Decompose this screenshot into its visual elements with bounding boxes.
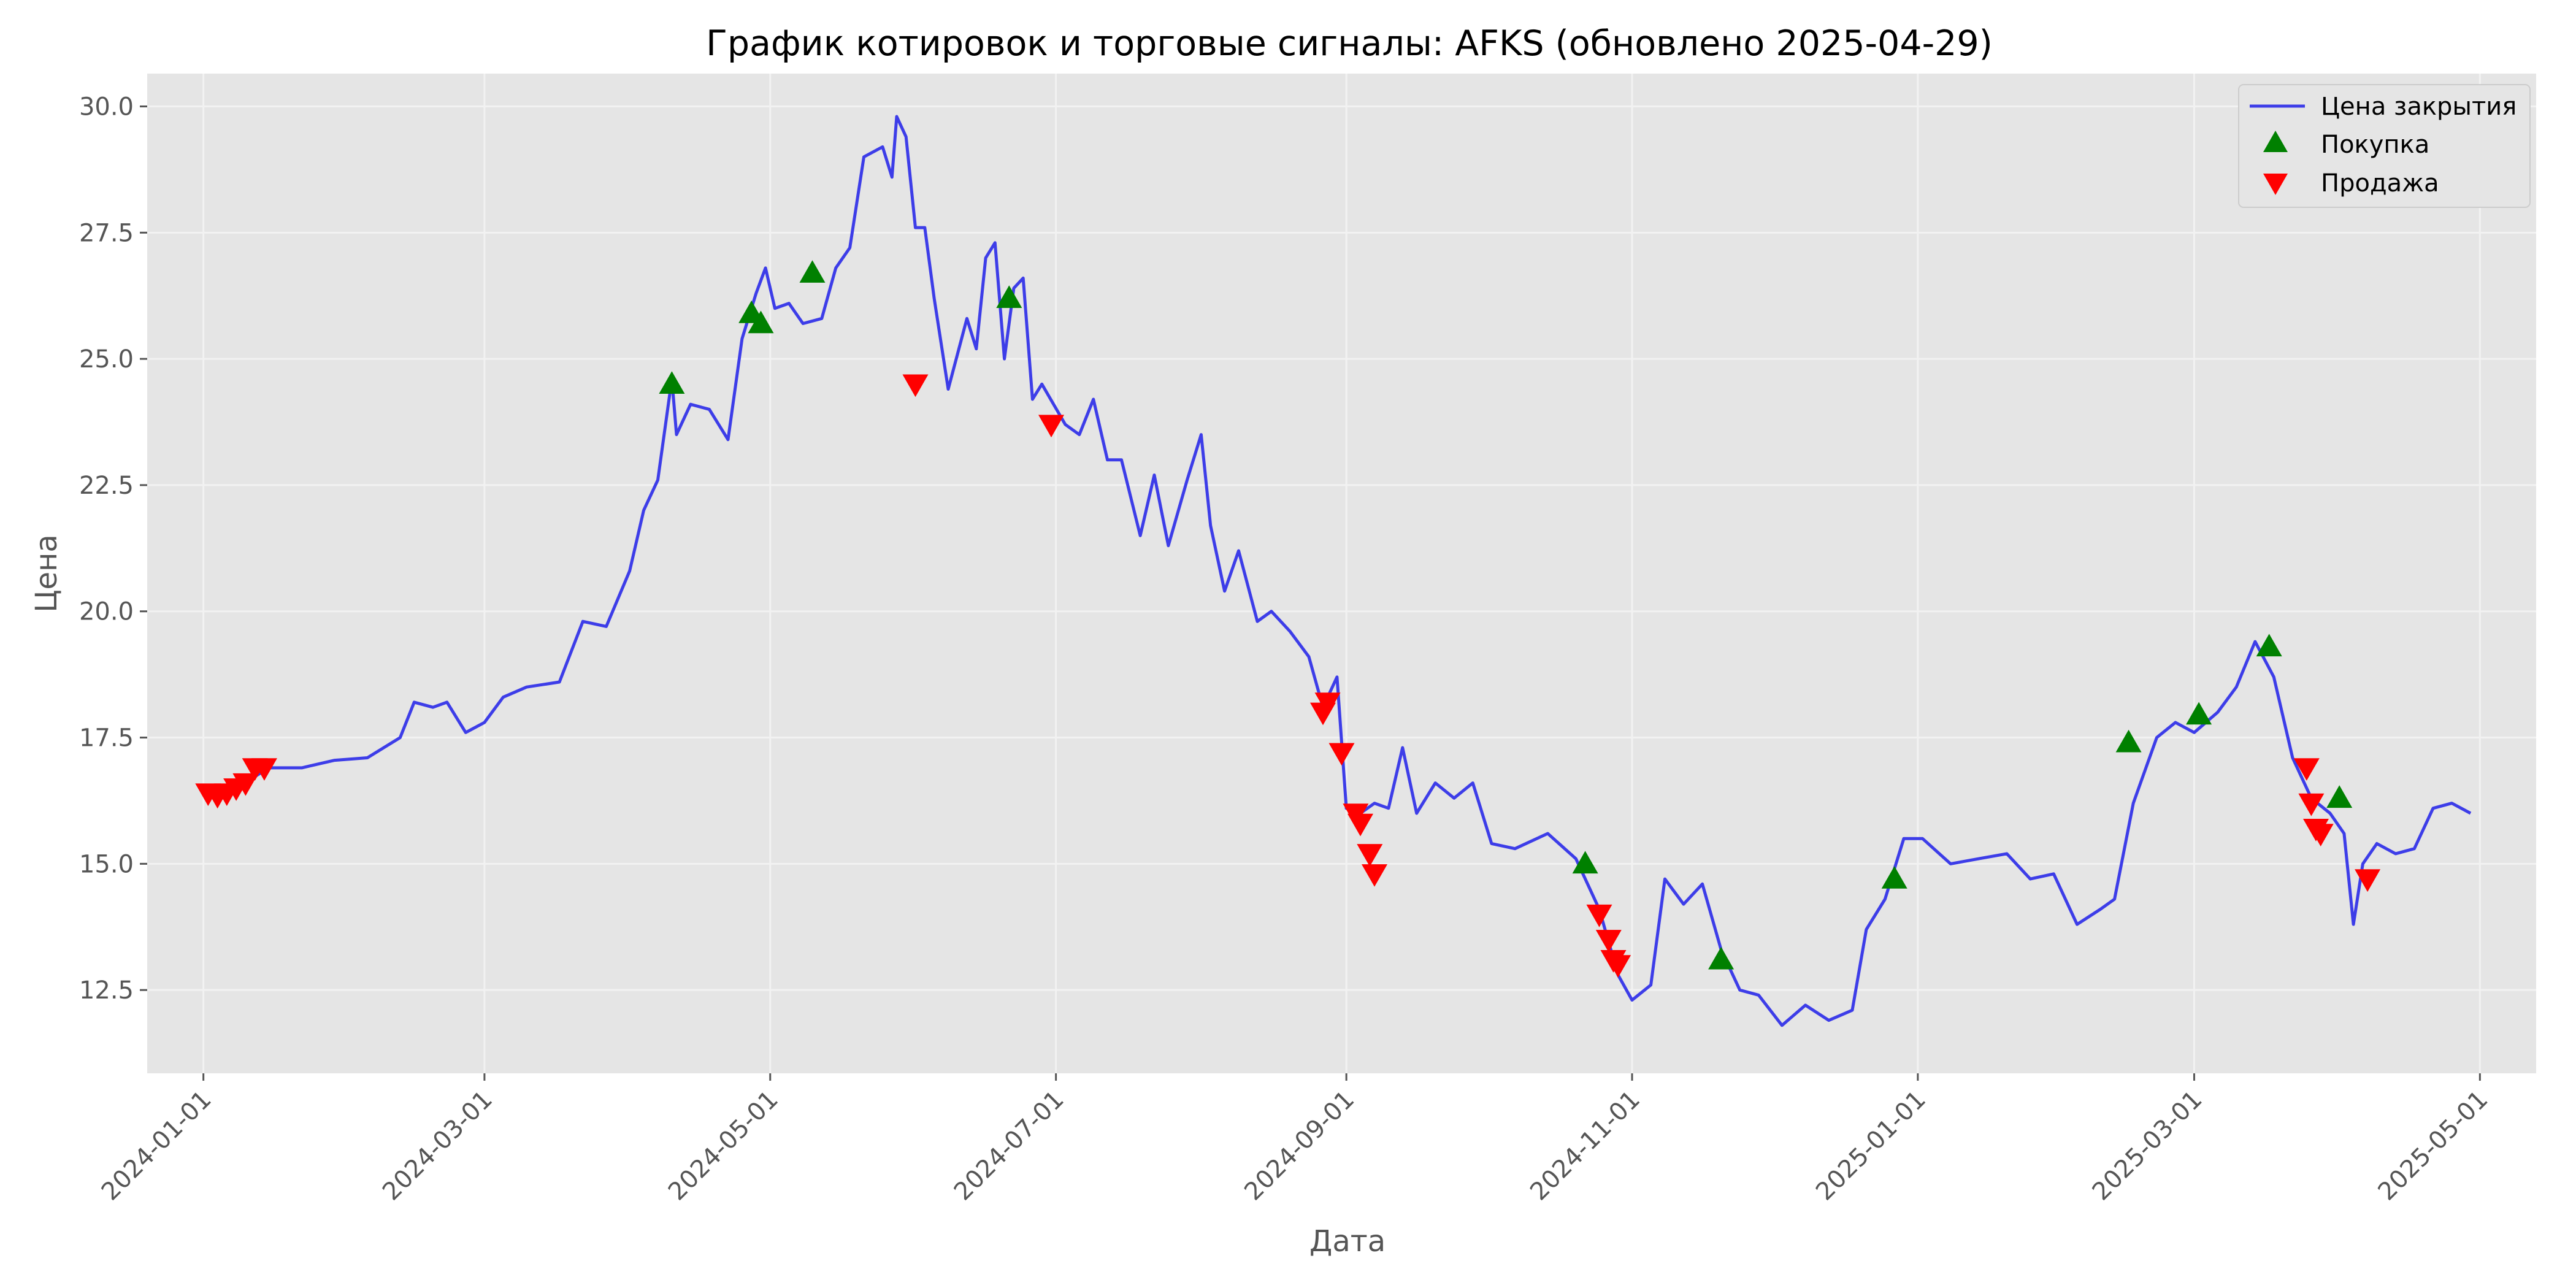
legend-label-sell: Продажа	[2321, 169, 2439, 197]
sell-marker	[232, 773, 259, 796]
price-series	[203, 115, 2472, 1027]
x-tick-label: 2024-11-01	[1525, 1086, 1646, 1206]
y-tick-label: 22.5	[79, 472, 134, 500]
buy-marker	[2186, 702, 2212, 725]
y-tick-label: 15.0	[79, 850, 134, 878]
y-tick-label: 27.5	[79, 219, 134, 247]
y-axis-label: Цена	[29, 534, 64, 613]
sell-marker	[1362, 864, 1387, 887]
signal-markers	[195, 260, 2381, 978]
x-tick-label: 2024-03-01	[377, 1086, 498, 1206]
legend-buy-marker	[2263, 131, 2288, 152]
sell-marker	[1357, 844, 1383, 867]
plot-area	[147, 74, 2536, 1073]
y-tick-label: 17.5	[79, 724, 134, 753]
buy-marker	[1881, 866, 1907, 889]
sell-marker	[1347, 813, 1373, 837]
y-tick-label: 12.5	[79, 976, 134, 1005]
x-tick-label: 2024-05-01	[663, 1086, 784, 1206]
x-tick-label: 2025-01-01	[1811, 1086, 1931, 1206]
x-tick-label: 2025-05-01	[2373, 1086, 2494, 1206]
buy-marker	[2256, 634, 2282, 657]
x-tick-label: 2025-03-01	[2087, 1086, 2208, 1206]
sell-marker	[251, 758, 277, 781]
sell-marker	[1605, 955, 1631, 978]
sell-marker	[1328, 743, 1355, 766]
buy-marker	[2326, 785, 2353, 808]
legend-label-close: Цена закрытия	[2321, 93, 2517, 121]
x-axis-label: Дата	[1309, 1224, 1386, 1259]
buy-marker	[799, 260, 826, 283]
x-tick-label: 2024-07-01	[949, 1086, 1070, 1206]
sell-marker	[1586, 904, 1612, 927]
sell-marker	[2355, 869, 2381, 892]
buy-marker	[1572, 851, 1598, 874]
legend-label-buy: Покупка	[2321, 131, 2429, 159]
legend-box	[2238, 84, 2531, 208]
grid	[147, 74, 2536, 1073]
close-price-line	[203, 115, 2472, 1027]
x-tick-label: 2024-09-01	[1239, 1086, 1360, 1206]
buy-marker	[1708, 946, 1735, 970]
sell-marker	[2298, 793, 2325, 816]
sell-marker	[1314, 692, 1341, 715]
sell-marker	[902, 374, 929, 397]
sell-marker	[2293, 758, 2320, 781]
buy-marker	[748, 310, 774, 334]
y-tick-label: 25.0	[79, 345, 134, 374]
sell-marker	[2307, 824, 2334, 846]
chart-title: График котировок и торговые сигналы: AFK…	[706, 23, 1993, 64]
y-tick-label: 30.0	[79, 93, 134, 121]
y-tick-label: 20.0	[79, 598, 134, 626]
legend: Цена закрытия Покупка Продажа	[2238, 84, 2531, 208]
sell-marker	[1595, 930, 1622, 953]
buy-marker	[659, 371, 685, 394]
x-tick-label: 2024-01-01	[96, 1086, 217, 1206]
buy-marker	[2115, 729, 2142, 753]
sell-marker	[1038, 415, 1064, 438]
buy-marker	[996, 285, 1022, 309]
legend-sell-marker	[2263, 174, 2288, 195]
